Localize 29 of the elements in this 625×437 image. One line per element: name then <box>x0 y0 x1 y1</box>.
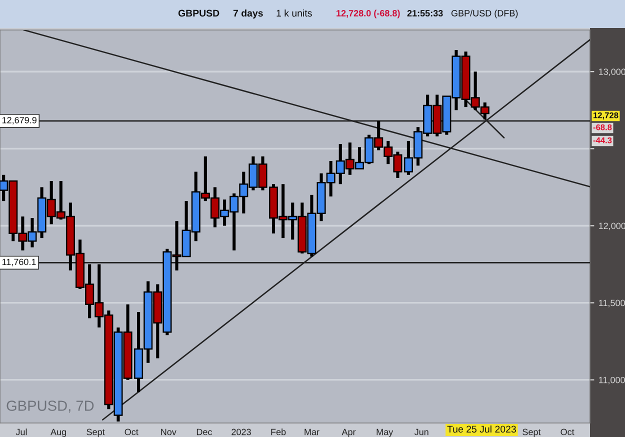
x-tick-label: Oct <box>560 428 574 436</box>
text: -44.3 <box>593 137 612 144</box>
x-tick-label: Jun <box>414 428 428 436</box>
text: 12,728 <box>594 112 618 120</box>
x-tick-label: Sept <box>522 428 541 437</box>
x-tick-label: Jul <box>16 428 27 436</box>
x-tick-label: Dec <box>196 428 212 436</box>
text: -68.8 <box>593 124 612 130</box>
y-tick-label: 11,500 <box>599 300 625 308</box>
x-tick-label: 2023 <box>232 428 251 436</box>
x-tick-label: Feb <box>271 428 286 436</box>
text: 7 days <box>233 9 263 19</box>
x-tick-label: Mar <box>304 428 320 436</box>
x-tick-label: Aug <box>50 428 66 437</box>
text: Tue 25 Jul 2023 <box>447 425 516 433</box>
ref-line-label: 11,760.1 <box>2 258 36 266</box>
text: 1 k units <box>276 9 312 17</box>
x-tick-label: Apr <box>342 428 356 437</box>
x-tick-label: Nov <box>161 428 176 436</box>
x-tick-label: Oct <box>124 428 138 436</box>
ref-line-label: 12,679.9 <box>2 116 36 124</box>
text: GBP/USD (DFB) <box>451 10 518 18</box>
text: 21:55:33 <box>407 10 443 16</box>
chart-title: GBPUSD <box>178 10 220 17</box>
y-tick-label: 11,000 <box>599 376 625 384</box>
annotation: GBPUSD, 7D <box>6 400 94 413</box>
x-tick-label: May <box>376 428 394 437</box>
text: 12,728.0 (-68.8) <box>336 10 400 18</box>
x-tick-label: Sept <box>86 428 105 437</box>
